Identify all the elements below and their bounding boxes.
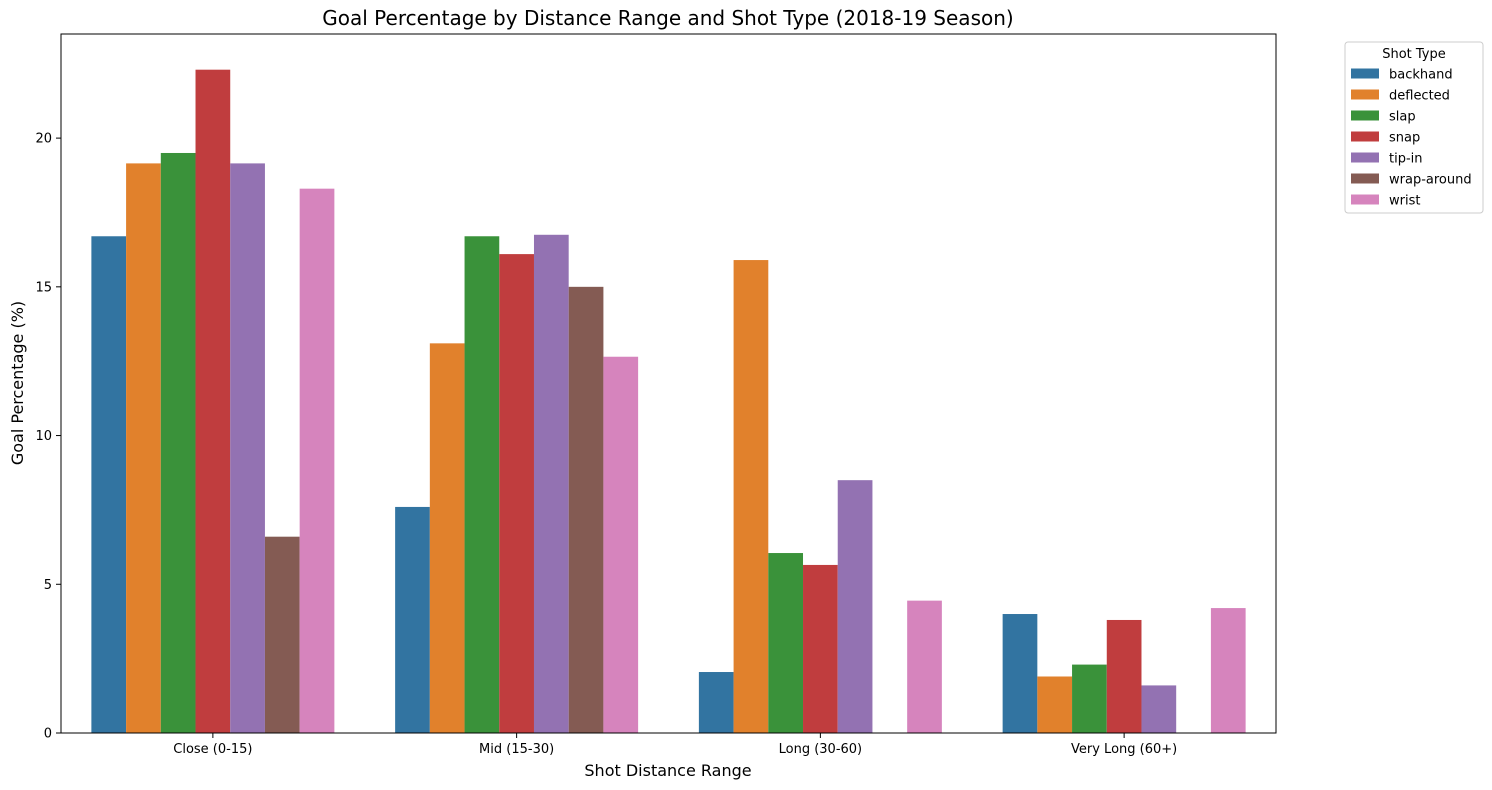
- bar-backhand-1: [395, 506, 430, 733]
- x-tick-label: Close (0-15): [173, 742, 252, 757]
- chart-title: Goal Percentage by Distance Range and Sh…: [322, 6, 1013, 30]
- bar-tip-in-3: [1141, 685, 1177, 733]
- plot-frame: [60, 33, 1277, 734]
- bar-backhand-2: [698, 672, 734, 733]
- x-axis-ticks: Close (0-15) Mid (15-30) Long (30-60) Very …: [173, 733, 1177, 757]
- y-tick-label: 0: [44, 727, 52, 742]
- y-tick-label: 5: [44, 578, 52, 593]
- legend-swatch-tip-in: [1351, 152, 1379, 163]
- bar-slap-3: [1072, 664, 1107, 733]
- legend-label-wrist: wrist: [1389, 194, 1420, 209]
- bar-slap-1: [464, 236, 500, 733]
- x-tick-label: Long (30-60): [779, 742, 863, 757]
- bar-deflected-3: [1037, 676, 1073, 733]
- x-axis-label: Shot Distance Range: [584, 761, 751, 780]
- y-tick-label: 10: [35, 429, 52, 444]
- legend-label-deflected: deflected: [1389, 89, 1450, 104]
- legend-swatch-deflected: [1351, 89, 1379, 100]
- bar-slap-0: [160, 152, 196, 734]
- bars: [91, 69, 1246, 734]
- legend: Shot Type backhand deflected slap snap tip-i…: [1344, 41, 1484, 214]
- legend-label-tip-in: tip-in: [1389, 152, 1423, 167]
- bar-wrist-0: [299, 188, 335, 734]
- y-axis-label: Goal Percentage (%): [8, 301, 27, 465]
- legend-swatch-slap: [1351, 110, 1379, 121]
- legend-swatch-backhand: [1351, 68, 1379, 79]
- y-tick-label: 15: [35, 280, 52, 295]
- legend-title: Shot Type: [1382, 47, 1446, 62]
- legend-label-snap: snap: [1389, 131, 1420, 146]
- bar-wrist-2: [907, 600, 942, 733]
- legend-label-slap: slap: [1389, 110, 1416, 125]
- bar-snap-2: [803, 564, 838, 733]
- legend-swatch-snap: [1351, 131, 1379, 142]
- bar-wrap-around-0: [264, 536, 300, 733]
- bar-backhand-3: [1002, 614, 1038, 733]
- bar-tip-in-1: [533, 234, 569, 733]
- legend-swatch-wrap-around: [1351, 173, 1379, 184]
- bar-deflected-1: [429, 343, 465, 733]
- legend-label-wrap-around: wrap-around: [1389, 173, 1472, 188]
- bar-tip-in-2: [837, 480, 873, 733]
- bar-snap-3: [1106, 619, 1142, 733]
- bar-slap-2: [768, 553, 804, 733]
- bar-snap-0: [195, 69, 231, 733]
- x-tick-label: Mid (15-30): [479, 742, 554, 757]
- legend-swatch-wrist: [1351, 194, 1379, 205]
- bar-wrist-1: [603, 356, 639, 733]
- bar-wrist-3: [1210, 608, 1246, 733]
- bar-deflected-2: [733, 260, 769, 733]
- bar-tip-in-0: [230, 163, 265, 733]
- y-axis-ticks: 0 5 10 15 20: [35, 132, 61, 742]
- bar-wrap-around-1: [568, 286, 604, 733]
- legend-label-backhand: backhand: [1389, 68, 1453, 83]
- legend-box: [1344, 41, 1484, 214]
- x-tick-label: Very Long (60+): [1071, 742, 1177, 757]
- bar-snap-1: [499, 254, 534, 734]
- bar-backhand-0: [91, 236, 127, 733]
- y-tick-label: 20: [35, 132, 52, 147]
- legend-items: backhand deflected slap snap tip-in wrap-arou…: [1351, 68, 1472, 209]
- bar-deflected-0: [126, 163, 161, 733]
